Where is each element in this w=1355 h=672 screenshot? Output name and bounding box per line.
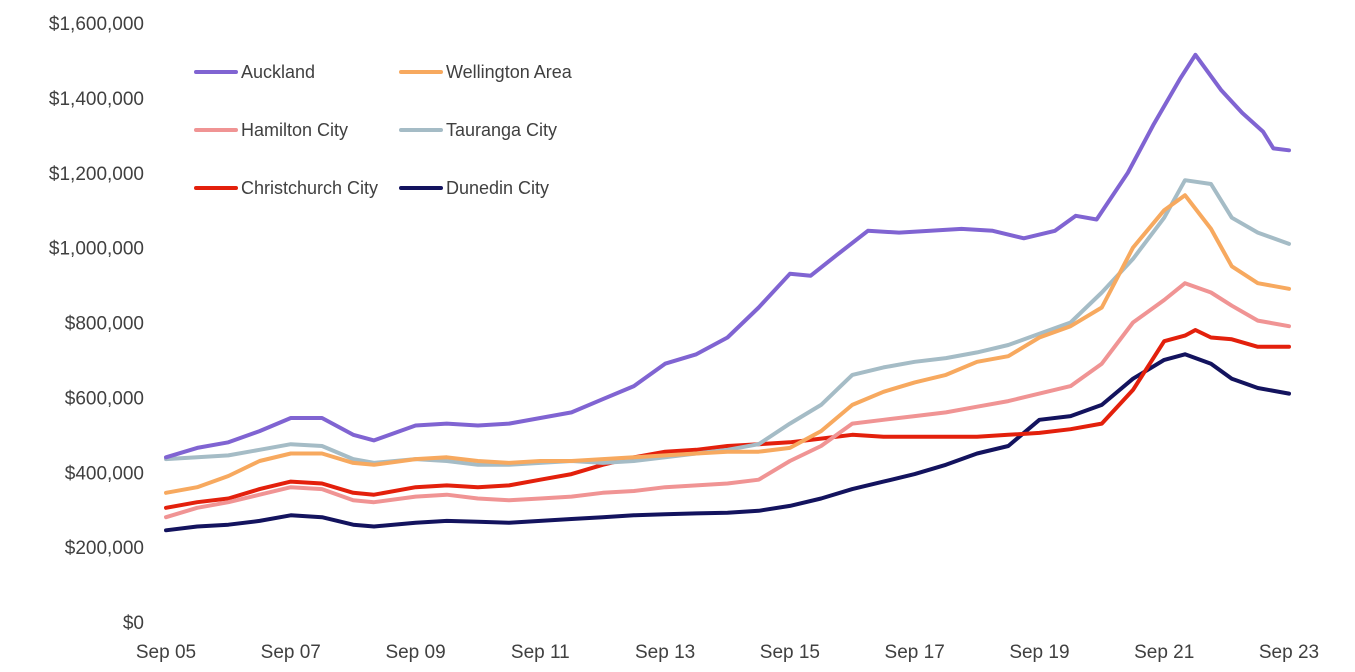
legend-label: Hamilton City [241,120,348,140]
series-line-christchurch-city [164,328,1291,510]
x-tick-label: Sep 17 [885,642,945,663]
y-tick-label: $400,000 [65,463,144,484]
series-lines [164,52,1291,533]
legend-label: Christchurch City [241,178,378,198]
y-tick-label: $600,000 [65,388,144,409]
x-tick-label: Sep 11 [511,642,570,663]
x-tick-label: Sep 23 [1259,642,1319,663]
y-axis: $0 $200,000 $400,000 $600,000 $800,000 $1,000… [49,14,144,634]
series-line-tauranga-city [164,178,1291,467]
y-tick-label: $1,600,000 [49,14,144,35]
x-tick-label: Sep 09 [385,642,445,663]
legend: Auckland Wellington Area Hamilton City Taur… [194,62,573,198]
x-axis: Sep 05 Sep 07 Sep 09 Sep 11 Sep 13 Sep 15 Sep … [136,642,1319,663]
series-line-wellington-area [164,193,1291,495]
x-tick-label: Sep 19 [1009,642,1069,663]
legend-label: Wellington Area [446,62,573,82]
y-tick-label: $800,000 [65,314,144,335]
series-line-hamilton-city [164,281,1291,520]
x-tick-label: Sep 07 [261,642,321,663]
legend-label: Tauranga City [446,120,557,140]
legend-label: Dunedin City [446,178,549,198]
legend-label: Auckland [241,62,315,82]
y-tick-label: $200,000 [65,538,144,559]
x-tick-label: Sep 13 [635,642,695,663]
x-tick-label: Sep 05 [136,642,196,663]
y-tick-label: $1,200,000 [49,164,144,185]
series-line-dunedin-city [164,352,1291,533]
x-tick-label: Sep 15 [760,642,820,663]
y-tick-label: $0 [123,613,144,634]
y-tick-label: $1,000,000 [49,239,144,260]
x-tick-label: Sep 21 [1134,642,1194,663]
y-tick-label: $1,400,000 [49,89,144,110]
series-line-auckland [164,52,1291,460]
